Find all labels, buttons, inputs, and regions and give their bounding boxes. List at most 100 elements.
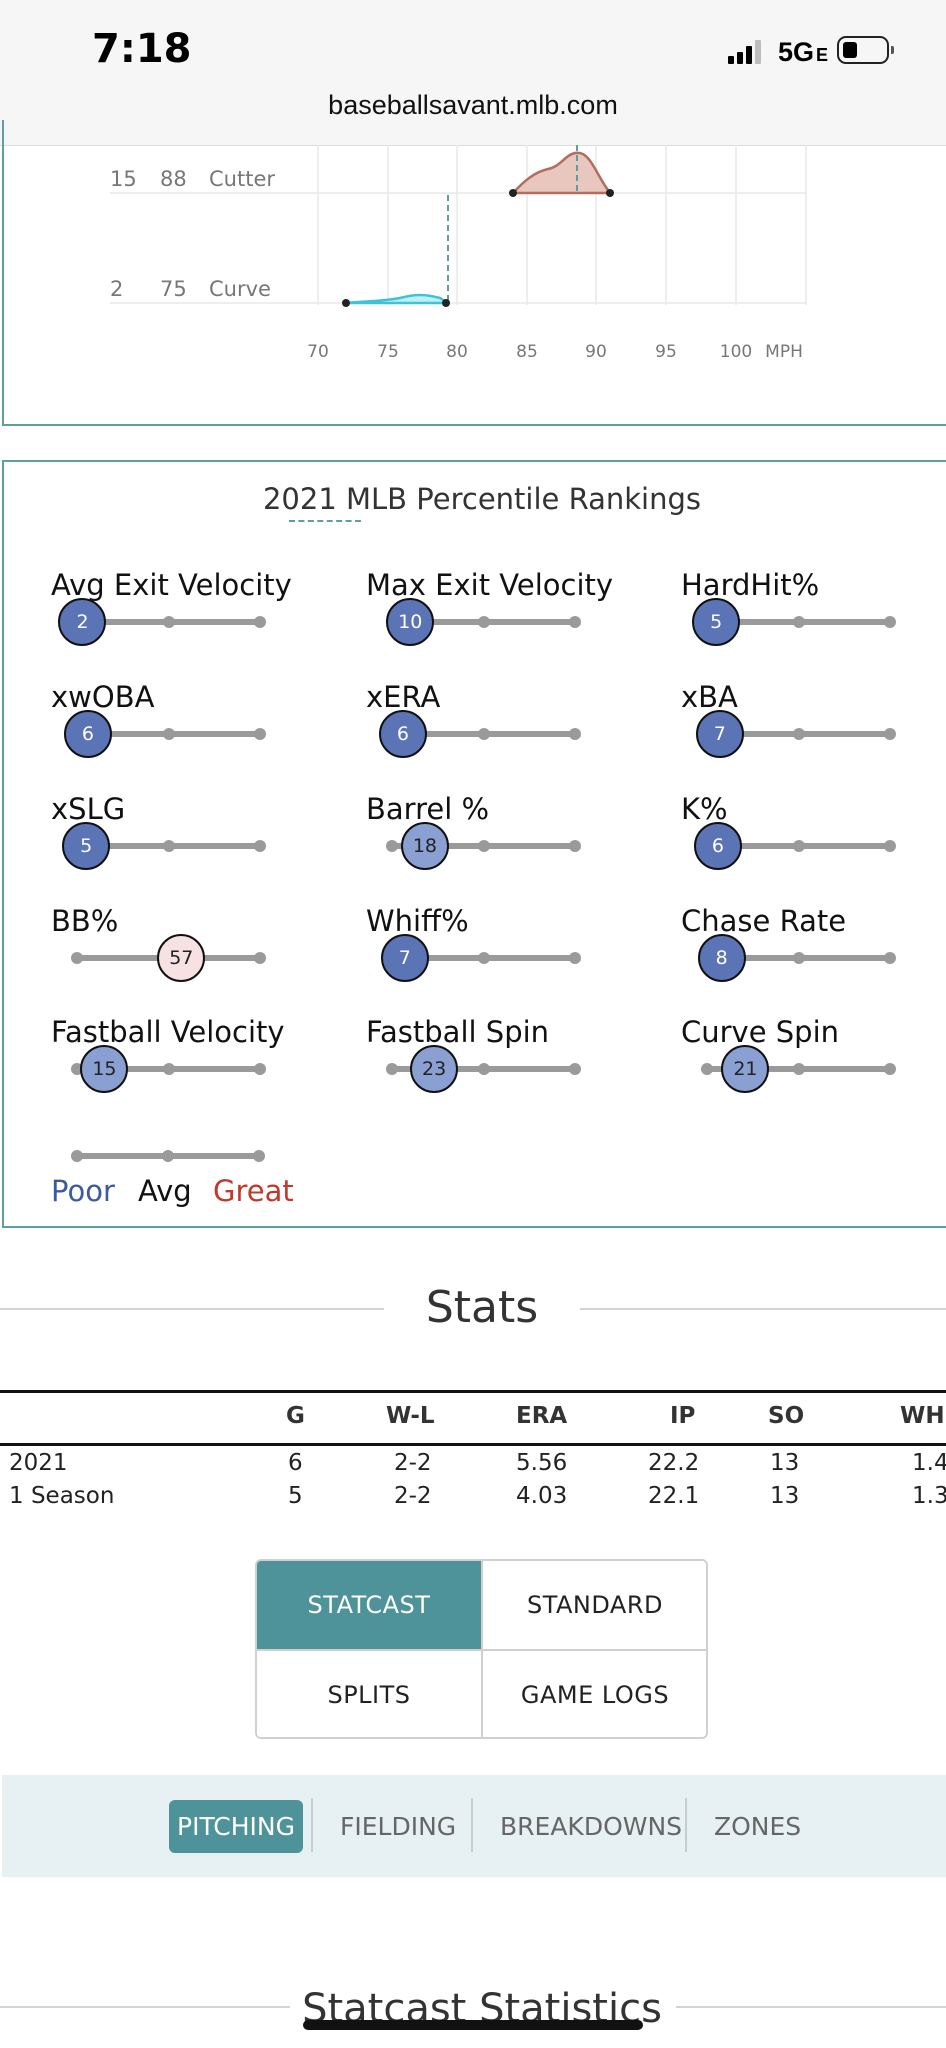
- col-header-wl[interactable]: W-L: [386, 1403, 435, 1429]
- pitch-count-cutter: 15: [110, 167, 137, 191]
- legend-tick: [71, 1150, 83, 1162]
- col-header-so[interactable]: SO: [768, 1403, 805, 1429]
- percentile-bubble[interactable]: 5: [62, 822, 111, 870]
- table-cell: 5.56: [516, 1450, 568, 1476]
- percentile-tick: [162, 728, 175, 740]
- title-dashed-underline: [289, 520, 361, 522]
- chart-gridlines: [110, 145, 807, 305]
- percentile-bubble[interactable]: 6: [378, 710, 427, 758]
- table-cell: 13: [770, 1483, 800, 1509]
- percentile-bubble[interactable]: 7: [695, 710, 744, 758]
- percentile-tick: [701, 1063, 713, 1075]
- mph-tick: 70: [307, 342, 329, 362]
- percentile-tick: [884, 840, 896, 852]
- metric-label: xSLG: [51, 792, 126, 826]
- address-bar-url[interactable]: baseballsavant.mlb.com: [328, 90, 618, 120]
- metric-label: Fastball Spin: [366, 1015, 550, 1049]
- splits-button[interactable]: SPLITS: [257, 1651, 481, 1737]
- percentile-tick: [254, 952, 266, 964]
- col-header-era[interactable]: ERA: [516, 1403, 568, 1429]
- col-header-whip[interactable]: WHIP: [900, 1403, 946, 1429]
- percentile-tick: [792, 840, 805, 852]
- metric-label: xERA: [366, 680, 441, 714]
- percentile-tick: [162, 616, 175, 628]
- browser-status-bar: [0, 0, 946, 146]
- tab-zones[interactable]: ZONES: [714, 1812, 802, 1841]
- pitch-mph-curve: 75: [160, 277, 187, 301]
- percentile-tick: [792, 952, 805, 964]
- mph-tick: 95: [655, 342, 677, 362]
- metric-label: Avg Exit Velocity: [51, 568, 292, 602]
- percentile-bubble[interactable]: 15: [80, 1045, 129, 1093]
- pitch-name-curve: Curve: [209, 277, 271, 301]
- percentile-bubble[interactable]: 7: [380, 934, 429, 982]
- metric-label: Barrel %: [366, 792, 490, 826]
- percentile-tick: [71, 952, 83, 964]
- percentile-tick: [884, 1063, 896, 1075]
- percentile-bubble[interactable]: 6: [693, 822, 742, 870]
- metric-label: Fastball Velocity: [51, 1015, 285, 1049]
- table-cell: 5: [288, 1483, 303, 1509]
- tab-breakdowns[interactable]: BREAKDOWNS: [500, 1812, 683, 1841]
- mph-tick: 90: [585, 342, 607, 362]
- subnav-divider: [685, 1798, 687, 1852]
- stats-divider-right: [580, 1308, 946, 1310]
- mph-unit-label: MPH: [765, 342, 803, 362]
- home-indicator[interactable]: [303, 2020, 643, 2030]
- cutter-distribution: [510, 151, 613, 195]
- table-cell: 1.40: [912, 1450, 946, 1476]
- legend-tick: [253, 1150, 265, 1162]
- pitch-velocity-panel: [2, 120, 946, 426]
- statcast-button[interactable]: STATCAST: [257, 1561, 481, 1649]
- metric-label: xwOBA: [51, 680, 155, 714]
- col-header-ip[interactable]: IP: [670, 1403, 696, 1429]
- metric-label: Chase Rate: [681, 904, 847, 938]
- percentile-bubble[interactable]: 8: [697, 934, 746, 982]
- percentile-tick: [477, 840, 490, 852]
- pitch-name-cutter: Cutter: [209, 167, 275, 191]
- stats-subnav: [2, 1775, 946, 1877]
- percentile-tick: [569, 952, 581, 964]
- pitch-count-curve: 2: [110, 277, 124, 301]
- legend-tick: [162, 1150, 174, 1162]
- percentile-bubble[interactable]: 2: [58, 598, 107, 646]
- metric-label: xBA: [681, 680, 738, 714]
- mph-tick: 80: [446, 342, 468, 362]
- percentile-bubble[interactable]: 57: [157, 934, 206, 982]
- percentile-tick: [71, 1063, 83, 1075]
- metric-label: Curve Spin: [681, 1015, 840, 1049]
- legend-poor: Poor: [51, 1174, 115, 1208]
- percentile-bubble[interactable]: 6: [63, 710, 112, 758]
- percentile-tick: [569, 728, 581, 740]
- percentile-tick: [162, 1063, 175, 1075]
- mph-tick: 85: [516, 342, 538, 362]
- percentile-bubble[interactable]: 5: [692, 598, 741, 646]
- mph-tick: 75: [377, 342, 399, 362]
- metric-label: BB%: [51, 904, 119, 938]
- velocity-distribution-chart: [110, 145, 807, 307]
- tab-fielding[interactable]: FIELDING: [340, 1812, 457, 1841]
- legend-avg: Avg: [138, 1174, 192, 1208]
- percentile-tick: [569, 840, 581, 852]
- signal-bars-icon: [728, 40, 772, 64]
- percentile-tick: [254, 840, 266, 852]
- statcast-divider-left: [0, 2006, 290, 2008]
- table-cell: 22.2: [648, 1450, 700, 1476]
- stats-divider-left: [0, 1308, 384, 1310]
- standard-button[interactable]: STANDARD: [483, 1561, 706, 1649]
- percentile-tick: [162, 840, 175, 852]
- game-logs-button[interactable]: GAME LOGS: [483, 1651, 706, 1737]
- tab-pitching[interactable]: PITCHING: [169, 1800, 303, 1853]
- col-header-g[interactable]: G: [286, 1403, 305, 1429]
- percentile-bubble[interactable]: 18: [400, 822, 449, 870]
- statcast-divider-right: [676, 2006, 946, 2008]
- percentile-tick: [884, 728, 896, 740]
- percentile-tick: [477, 728, 490, 740]
- percentile-bubble[interactable]: 10: [386, 598, 435, 646]
- network-indicator: 5G E: [778, 37, 829, 67]
- percentile-bubble[interactable]: 23: [410, 1045, 459, 1093]
- table-cell: 22.1: [648, 1483, 700, 1509]
- percentile-bubble[interactable]: 21: [721, 1045, 770, 1093]
- legend-great: Great: [213, 1174, 294, 1208]
- battery-icon: [837, 36, 894, 64]
